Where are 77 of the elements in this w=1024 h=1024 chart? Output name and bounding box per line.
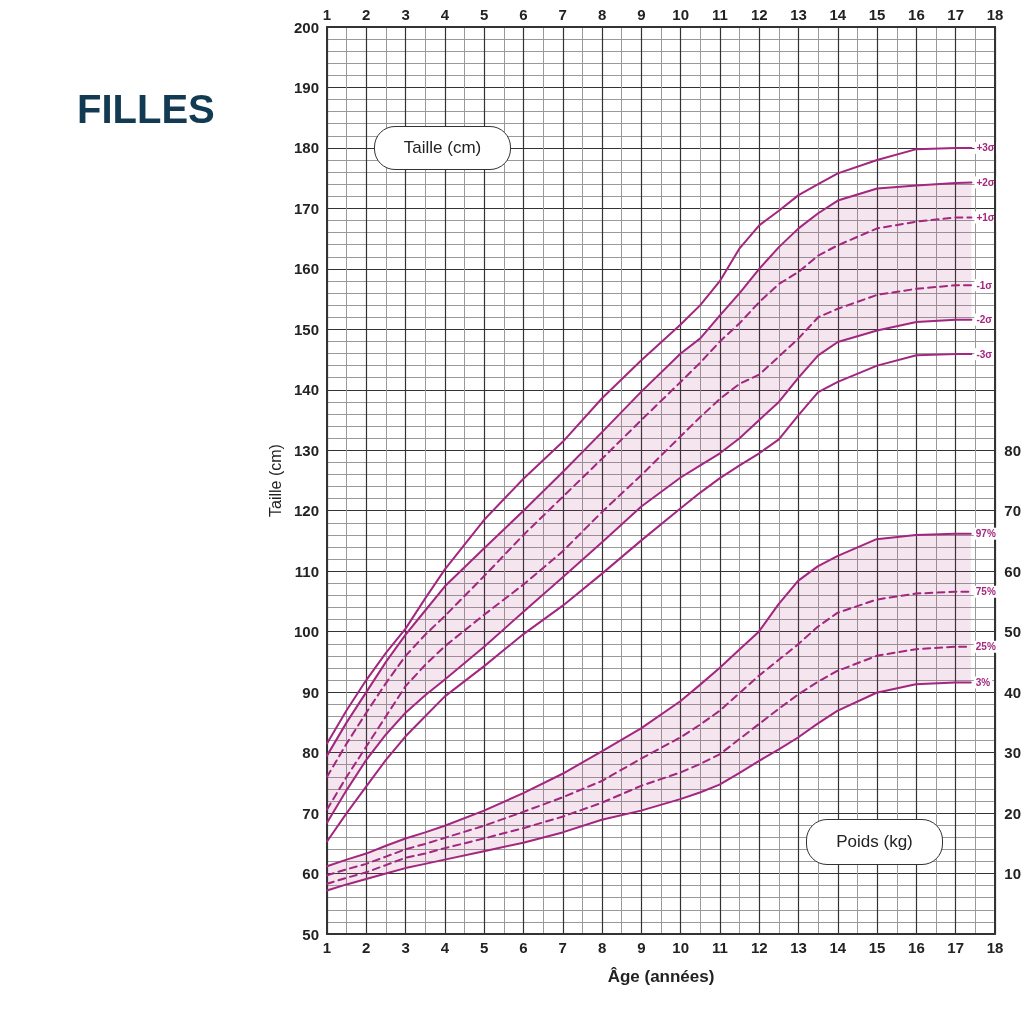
y-tick-label: 80: [1004, 441, 1021, 459]
y-tick-label: 10: [1004, 865, 1021, 883]
y-tick-label: 200: [293, 18, 319, 36]
y-tick-label: 50: [1004, 623, 1021, 641]
x2-tick-label: 15: [868, 939, 886, 956]
y-tick-label: 170: [293, 199, 319, 217]
x-tick-label: 6: [519, 6, 528, 23]
y-tick-label: 160: [293, 260, 319, 278]
series-label: +2σ: [976, 176, 995, 188]
x2-tick-label: 13: [790, 939, 807, 956]
x2-tick-label: 1: [322, 939, 332, 956]
x-tick-label: 12: [750, 6, 768, 23]
text: FILLES: [77, 87, 215, 131]
x-tick-label: 4: [440, 6, 450, 23]
line-series: [326, 590, 972, 877]
series-label: 75%: [975, 586, 996, 598]
y-tick-label: 70: [1004, 502, 1021, 520]
y-tick-label: 60: [1004, 562, 1021, 580]
series-label: +3σ: [976, 142, 995, 154]
x-axis-title: Âge (années): [607, 967, 715, 986]
x-tick-label: 10: [672, 6, 689, 23]
series-label: -2σ: [976, 314, 993, 326]
x-tick-label: 13: [790, 6, 807, 23]
y-axis-title: Taille (cm): [266, 444, 284, 517]
y-tick-label: 70: [302, 804, 319, 822]
x2-tick-label: 14: [829, 939, 847, 956]
annotation: Poids (kg): [836, 832, 913, 852]
x-tick-label: 5: [480, 6, 489, 23]
y-tick-label: 40: [1004, 683, 1021, 701]
series-label: 25%: [975, 641, 996, 653]
x-tick-label: 9: [637, 6, 646, 23]
y-tick-label: 180: [293, 139, 319, 157]
x-tick-label: 3: [401, 6, 410, 23]
y-tick-label: 30: [1004, 744, 1021, 762]
x2-tick-label: 8: [597, 939, 607, 956]
y-tick-label: 120: [293, 502, 319, 520]
x2-tick-label: 17: [947, 939, 965, 956]
x2-tick-label: 16: [908, 939, 925, 956]
x2-tick-label: 6: [519, 939, 528, 956]
x2-tick-label: 2: [362, 939, 371, 956]
y-tick-label: 140: [293, 381, 319, 399]
y-tick-label: 50: [302, 925, 319, 943]
annotation: Taille (cm): [403, 138, 482, 158]
x-tick-label: 8: [597, 6, 607, 23]
x2-tick-label: 12: [750, 939, 768, 956]
x-tick-label: 17: [947, 6, 965, 23]
x2-tick-label: 4: [440, 939, 450, 956]
series-label: -1σ: [976, 279, 993, 291]
y-tick-label: 110: [294, 562, 319, 580]
x2-tick-label: 10: [672, 939, 689, 956]
y-tick-label: 100: [293, 623, 319, 641]
series-label: +1σ: [976, 211, 995, 223]
y-tick-label: 20: [1004, 804, 1021, 822]
x2-tick-label: 11: [712, 939, 728, 956]
x2-tick-label: 5: [480, 939, 489, 956]
y-tick-label: 150: [293, 320, 319, 338]
x-tick-label: 2: [362, 6, 371, 23]
line-series: [326, 681, 972, 892]
series-label: -3σ: [976, 348, 993, 360]
x-tick-label: 15: [868, 6, 886, 23]
x2-tick-label: 7: [558, 939, 567, 956]
x2-tick-label: 3: [401, 939, 410, 956]
x-tick-label: 1: [322, 6, 332, 23]
x-tick-label: 16: [908, 6, 925, 23]
x-tick-label: 11: [712, 6, 728, 23]
x-tick-label: 18: [986, 6, 1004, 23]
x2-tick-label: 9: [637, 939, 646, 956]
x-tick-label: 14: [829, 6, 847, 23]
y-tick-label: 190: [293, 78, 319, 96]
x2-tick-label: 18: [986, 939, 1004, 956]
series-label: 3%: [975, 676, 991, 688]
y-tick-label: 80: [302, 744, 319, 762]
series-label: 97%: [975, 528, 996, 540]
x-tick-label: 7: [558, 6, 567, 23]
y-tick-label: 130: [293, 441, 319, 459]
y-tick-label: 60: [302, 865, 319, 883]
y-tick-label: 90: [302, 683, 319, 701]
